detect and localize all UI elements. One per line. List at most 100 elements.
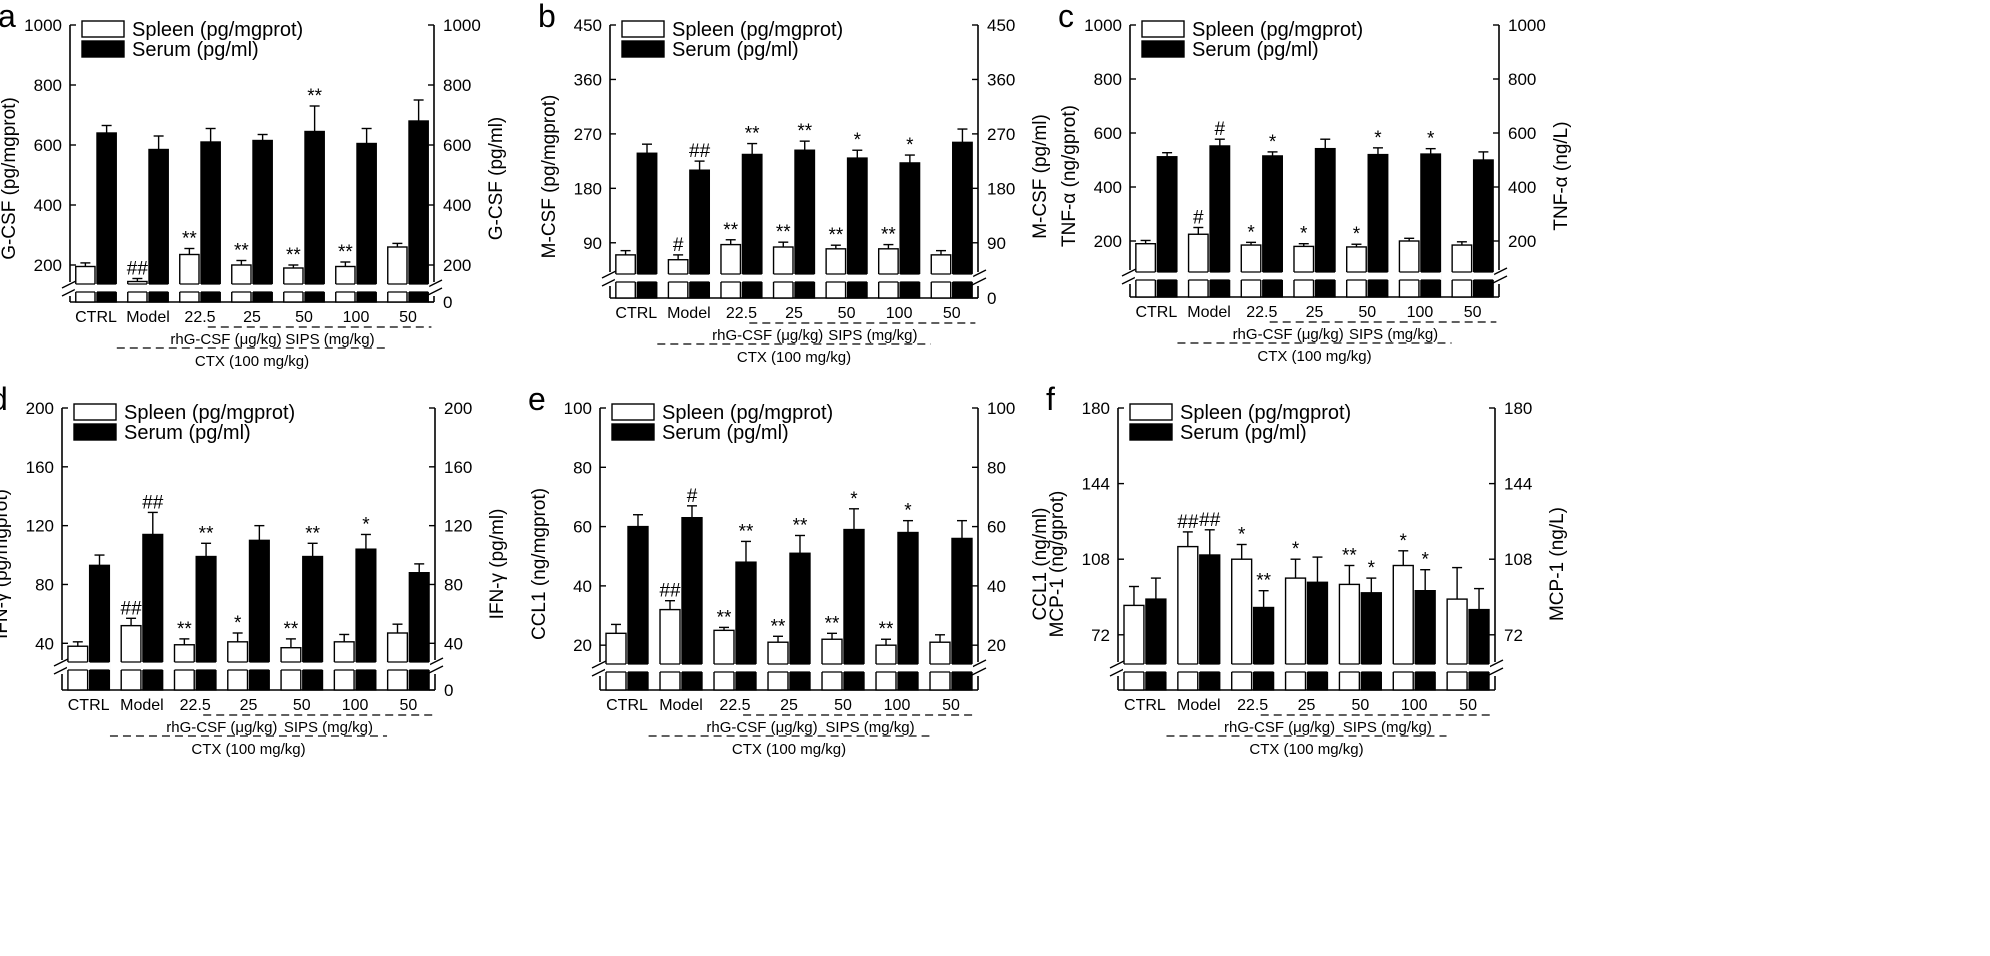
bar-break-gap bbox=[334, 284, 356, 292]
panel-letter: d bbox=[0, 381, 8, 417]
tick-label-right: 160 bbox=[444, 458, 472, 477]
chart-panel-f: 72 108 144 180 72 108 144 180 MCP-1 (ng/gprot) MC… bbox=[1046, 381, 1568, 758]
tick-label-left: 1000 bbox=[1084, 16, 1122, 35]
tick-label-right: 400 bbox=[443, 196, 471, 215]
bar-break-gap bbox=[1230, 664, 1253, 672]
bar-break-gap bbox=[1472, 272, 1495, 280]
bar-serum bbox=[408, 120, 429, 303]
significance-label: * bbox=[850, 489, 858, 510]
tick-label-right: 270 bbox=[987, 125, 1015, 144]
chart-panel-c: 200 400 600 800 1000 200 400 600 800 1000 TNF-α (n… bbox=[1058, 0, 1572, 365]
bar-break-gap bbox=[1134, 272, 1157, 280]
significance-label: # bbox=[687, 486, 698, 507]
tick-label-left: 160 bbox=[26, 458, 54, 477]
significance-label: ** bbox=[177, 619, 192, 640]
tick-label-left: 800 bbox=[34, 76, 62, 95]
bar-break-gap bbox=[141, 662, 164, 670]
bar-break-gap bbox=[88, 662, 111, 670]
group-label-ctx: CTX (100 mg/kg) bbox=[195, 353, 309, 370]
significance-label: * bbox=[1421, 550, 1429, 571]
significance-label: * bbox=[1368, 558, 1376, 579]
significance-label: ** bbox=[793, 515, 808, 536]
tick-label-right: 20 bbox=[987, 636, 1006, 655]
bar-serum bbox=[1306, 581, 1329, 691]
bar-break-gap bbox=[1123, 664, 1145, 672]
bar-break-gap bbox=[794, 274, 816, 282]
tick-label-left: 108 bbox=[1082, 550, 1110, 569]
group-label-rhg: rhG-CSF (μg/kg) bbox=[1233, 326, 1344, 343]
tick-label-right: 0 bbox=[443, 293, 452, 312]
significance-label: * bbox=[906, 135, 914, 156]
x-tick-label: 50 bbox=[295, 309, 313, 326]
tick-label-right: 120 bbox=[444, 517, 472, 536]
tick-label-left: 200 bbox=[26, 399, 54, 418]
significance-label: * bbox=[1300, 224, 1308, 245]
group-label-rhg: rhG-CSF (μg/kg) bbox=[1224, 719, 1335, 736]
significance-label: ** bbox=[828, 225, 843, 246]
bar-break-gap bbox=[1198, 664, 1221, 672]
x-tick-label: 100 bbox=[1401, 697, 1428, 714]
significance-label: # bbox=[1215, 119, 1226, 140]
bar-break-gap bbox=[1338, 664, 1361, 672]
bar-serum bbox=[1360, 592, 1382, 691]
x-tick-label: 22.5 bbox=[180, 697, 211, 714]
bar-break-gap bbox=[636, 274, 658, 282]
bar-break-gap bbox=[688, 274, 711, 282]
bar-spleen bbox=[1338, 583, 1361, 691]
bar-break-gap bbox=[741, 274, 763, 282]
significance-label: * bbox=[362, 514, 370, 535]
bar-spleen bbox=[1398, 240, 1420, 298]
y-label-right: IFN-γ (pg/ml) bbox=[487, 509, 508, 620]
chart-panel-e: 20 40 60 80 100 20 40 60 80 100 CCL1 (ng/mgprot) CC… bbox=[528, 381, 1051, 758]
bar-break-gap bbox=[627, 664, 649, 672]
panel-letter: f bbox=[1046, 381, 1055, 417]
x-tick-label: 100 bbox=[343, 309, 370, 326]
bar-serum bbox=[96, 132, 117, 303]
tick-label-right: 80 bbox=[987, 458, 1006, 477]
chart-panel-b: 90 180 270 360 450 0 90 180 270 360 450 M-CSF (pg/m… bbox=[538, 0, 1051, 366]
tick-label-left: 1000 bbox=[24, 16, 62, 35]
legend-swatch-serum bbox=[611, 423, 655, 441]
legend-swatch-spleen bbox=[611, 403, 655, 421]
bar-break-gap bbox=[719, 274, 742, 282]
chart-panel-d: 40 80 120 160 200 0 40 80 120 160 200 IFN-γ (pg/mgp… bbox=[0, 381, 508, 758]
significance-label: ** bbox=[739, 521, 754, 542]
x-tick-label: Model bbox=[120, 697, 164, 714]
bar-break-gap bbox=[1451, 272, 1473, 280]
x-tick-label: 50 bbox=[943, 305, 961, 322]
legend-label-spleen: Spleen (pg/mgprot) bbox=[662, 402, 833, 424]
bar-break-gap bbox=[825, 274, 847, 282]
x-tick-label: 100 bbox=[1407, 304, 1434, 321]
x-tick-label: 50 bbox=[838, 305, 856, 322]
tick-label-left: 80 bbox=[35, 575, 54, 594]
group-label-ctx: CTX (100 mg/kg) bbox=[737, 349, 851, 366]
bar-break-gap bbox=[356, 284, 378, 292]
significance-label: * bbox=[1238, 525, 1246, 546]
bar-break-gap bbox=[386, 284, 408, 292]
significance-label: ** bbox=[1342, 546, 1357, 567]
bar-break-gap bbox=[1156, 272, 1178, 280]
bar-break-gap bbox=[1414, 664, 1437, 672]
bar-break-gap bbox=[96, 284, 118, 292]
x-tick-label: 100 bbox=[886, 305, 913, 322]
group-label-rhg: rhG-CSF (μg/kg) bbox=[166, 719, 277, 736]
bar-break-gap bbox=[951, 274, 974, 282]
x-tick-label: 25 bbox=[1306, 304, 1324, 321]
bar-break-gap bbox=[767, 664, 789, 672]
significance-label: ** bbox=[307, 86, 322, 107]
significance-label: ** bbox=[1256, 571, 1271, 592]
y-label-left: M-CSF (pg/mgprot) bbox=[539, 95, 560, 259]
tick-label-right: 90 bbox=[987, 234, 1006, 253]
legend-swatch-spleen bbox=[1141, 20, 1185, 38]
x-tick-label: CTRL bbox=[75, 309, 117, 326]
significance-label: ** bbox=[881, 225, 896, 246]
tick-label-left: 180 bbox=[1082, 399, 1110, 418]
panel-letter: c bbox=[1058, 0, 1074, 34]
x-tick-label: CTRL bbox=[68, 697, 110, 714]
bar-break-gap bbox=[408, 662, 431, 670]
bar-break-gap bbox=[821, 664, 843, 672]
tick-label-left: 144 bbox=[1082, 475, 1110, 494]
bar-break-gap bbox=[1209, 272, 1231, 280]
bar-serum bbox=[88, 564, 111, 691]
bar-break-gap bbox=[195, 662, 217, 670]
